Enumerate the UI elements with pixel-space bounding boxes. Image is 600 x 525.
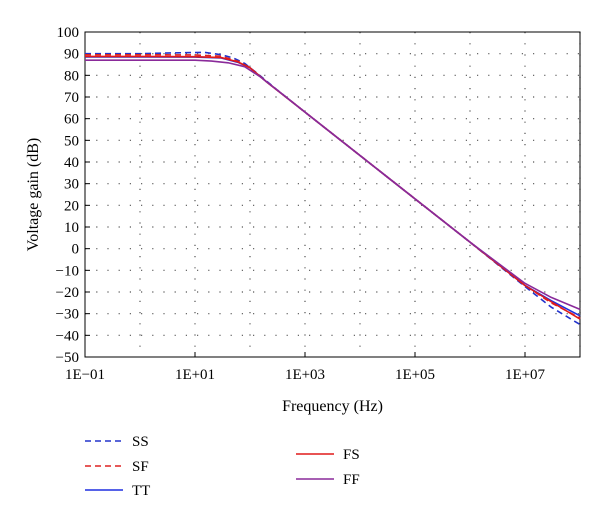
y-tick-label: 60	[64, 112, 79, 128]
plot-frame	[84, 31, 581, 358]
series-line-fs	[85, 55, 581, 320]
y-tick-label: 10	[64, 220, 79, 236]
x-tick-label: 1E+07	[505, 367, 546, 383]
y-tick-label: 70	[64, 90, 79, 106]
legend-label-ff: FF	[343, 472, 360, 488]
series-line-sf	[85, 53, 581, 319]
y-tick-label: −10	[56, 263, 79, 279]
y-axis-title: Voltage gain (dB)	[25, 138, 42, 251]
axis-ticks: −50 −40 −30 −20 −10 0 10 20 30 40 50 60 70 80 90 100 1E−…	[56, 25, 546, 383]
y-tick-label: −40	[56, 328, 79, 344]
y-tick-label: 30	[64, 177, 79, 193]
series-line-tt	[85, 56, 581, 317]
x-tick-label: 1E+05	[395, 367, 435, 383]
y-tick-label: 100	[57, 25, 80, 41]
x-tick-label: 1E+03	[285, 367, 325, 383]
legend: SS SF TT FS FF	[85, 434, 360, 499]
y-tick-label: −50	[56, 350, 79, 366]
x-tick-label: 1E+01	[175, 367, 215, 383]
legend-label-sf: SF	[132, 459, 149, 475]
y-tick-label: 90	[64, 47, 79, 63]
y-tick-label: 50	[64, 133, 79, 149]
y-tick-label: 0	[72, 242, 80, 258]
y-tick-label: −30	[56, 307, 79, 323]
legend-label-ss: SS	[132, 434, 149, 450]
x-axis-title: Frequency (Hz)	[282, 398, 383, 415]
y-tick-label: 20	[64, 198, 79, 214]
y-tick-label: −20	[56, 285, 79, 301]
series-line-ff	[85, 59, 581, 311]
y-tick-label: 80	[64, 68, 79, 84]
legend-label-tt: TT	[132, 483, 150, 499]
y-tick-label: 40	[64, 155, 79, 171]
grid	[85, 32, 581, 357]
legend-label-fs: FS	[343, 447, 360, 463]
x-tick-label: 1E−01	[65, 367, 105, 383]
series-line-ss	[85, 51, 581, 326]
series-layer	[85, 51, 581, 326]
